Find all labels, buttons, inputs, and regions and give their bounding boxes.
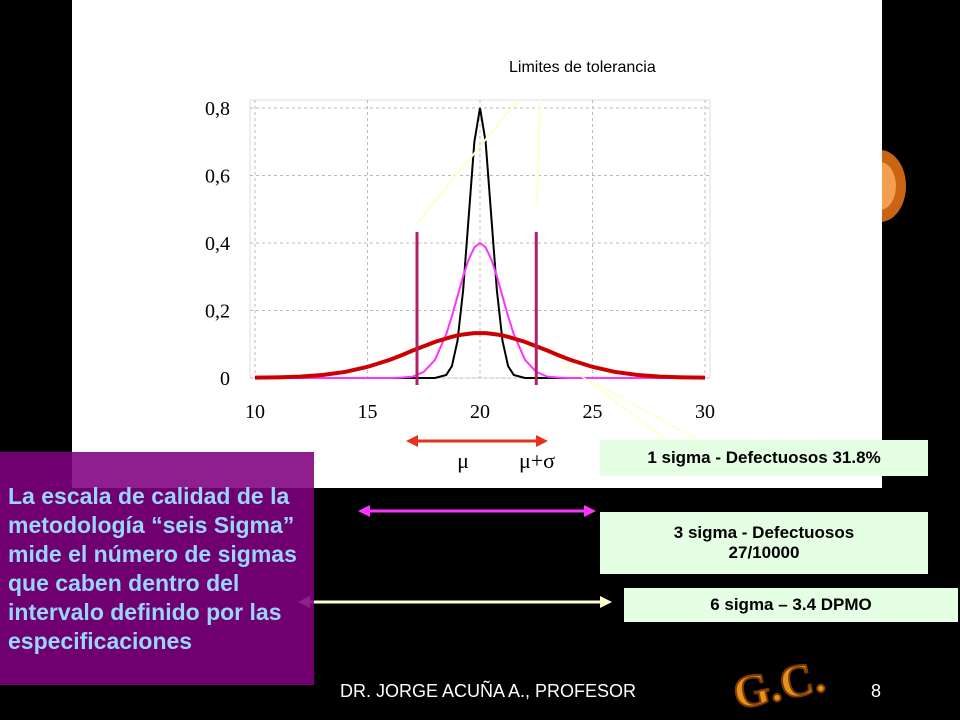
x-tick-label: 25 <box>583 401 603 423</box>
arrow-head <box>536 435 548 447</box>
annotation: μ <box>457 448 469 473</box>
arrow-head <box>600 596 612 608</box>
chart-area <box>72 0 882 488</box>
x-tick-label: 20 <box>470 401 490 423</box>
info-box: 1 sigma - Defectuosos 31.8% <box>600 440 928 476</box>
info-box: 6 sigma – 3.4 DPMO <box>624 588 958 622</box>
x-tick-label: 30 <box>695 401 715 423</box>
y-tick-label: 0 <box>220 368 230 390</box>
description: La escala de calidad de la metodología “… <box>0 452 314 685</box>
curve <box>254 331 706 380</box>
y-tick-label: 0,6 <box>205 166 230 188</box>
pointer <box>417 99 519 223</box>
arrow-head <box>358 505 370 517</box>
curve <box>255 241 705 379</box>
y-tick-label: 0,2 <box>205 301 230 323</box>
logo: G.C. <box>729 650 830 719</box>
pointer <box>536 99 541 206</box>
x-tick-label: 15 <box>358 401 378 423</box>
pointer <box>559 359 681 451</box>
arrow-head <box>584 505 596 517</box>
info-box: 3 sigma - Defectuosos 27/10000 <box>600 512 928 574</box>
y-tick-label: 0,4 <box>205 233 230 255</box>
footer-author: DR. JORGE ACUÑA A., PROFESOR <box>340 680 636 701</box>
page-number: 8 <box>871 681 881 701</box>
annotation: μ+σ <box>519 448 555 473</box>
annotation: Limites de tolerancia <box>509 59 656 76</box>
y-tick-label: 0,8 <box>205 98 230 120</box>
x-tick-label: 10 <box>245 401 265 423</box>
arrow-head <box>406 435 418 447</box>
